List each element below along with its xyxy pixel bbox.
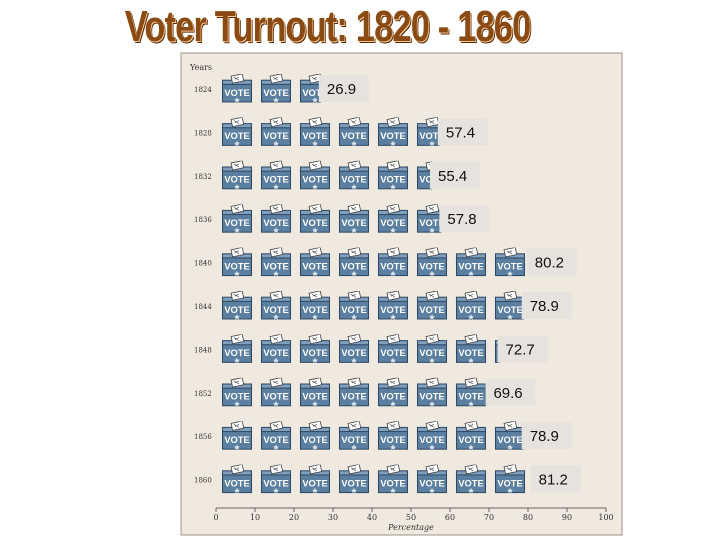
x-axis-title: Percentage bbox=[387, 523, 434, 532]
year-label: 1856 bbox=[194, 433, 212, 441]
value-label: 72.7 bbox=[506, 341, 535, 358]
x-tick-label: 30 bbox=[328, 513, 338, 522]
bar-1848: 1848 72.7 bbox=[194, 334, 548, 364]
bar-1860: 1860 81.2 bbox=[194, 464, 581, 494]
x-tick-label: 50 bbox=[406, 513, 416, 522]
x-tick-label: 40 bbox=[367, 513, 377, 522]
value-label-box bbox=[437, 118, 488, 146]
x-tick-label: 60 bbox=[445, 513, 455, 522]
x-tick-label: 10 bbox=[250, 513, 260, 522]
x-tick-label: 90 bbox=[562, 513, 572, 522]
year-label: 1832 bbox=[194, 173, 212, 181]
value-label: 80.2 bbox=[535, 255, 564, 272]
x-tick-label: 100 bbox=[598, 513, 613, 522]
value-label-box bbox=[430, 161, 481, 189]
bar-1844: 1844 78.9 bbox=[194, 291, 572, 320]
value-label-box bbox=[485, 378, 536, 406]
value-label-box bbox=[497, 335, 548, 363]
year-label: 1836 bbox=[194, 216, 212, 224]
x-tick-label: 80 bbox=[523, 513, 533, 522]
value-label-box bbox=[318, 75, 369, 102]
x-tick-label: 70 bbox=[484, 513, 494, 522]
x-tick-label: 20 bbox=[289, 513, 299, 522]
value-label-box bbox=[530, 465, 581, 493]
bar-1824: 1824 26.9 bbox=[194, 74, 369, 103]
bar-1828: 1828 57.4 bbox=[194, 117, 488, 147]
year-label: 1824 bbox=[194, 86, 212, 94]
value-label: 78.9 bbox=[530, 298, 559, 315]
value-label-box bbox=[521, 292, 572, 319]
bar-1836: 1836 57.8 bbox=[194, 204, 490, 234]
bar-1852: 1852 69.6 bbox=[194, 377, 536, 407]
year-label: 1860 bbox=[194, 477, 212, 485]
year-label: 1840 bbox=[194, 260, 212, 268]
value-label: 57.4 bbox=[446, 124, 475, 141]
y-axis-title: Years bbox=[189, 63, 212, 72]
value-label: 78.9 bbox=[530, 428, 559, 445]
value-label: 57.8 bbox=[447, 211, 476, 228]
value-label: 81.2 bbox=[539, 472, 568, 489]
value-label-box bbox=[439, 205, 490, 233]
year-label: 1844 bbox=[194, 303, 212, 311]
x-tick-label: 0 bbox=[213, 513, 218, 522]
bar-1840: 1840 80.2 bbox=[194, 247, 577, 277]
bar-1832: 1832 55.4 bbox=[194, 160, 481, 190]
value-label-box bbox=[521, 422, 572, 450]
bar-1856: 1856 78.9 bbox=[194, 421, 572, 451]
year-label: 1852 bbox=[194, 390, 212, 398]
year-label: 1848 bbox=[194, 346, 212, 354]
value-label: 26.9 bbox=[327, 81, 356, 98]
value-label: 55.4 bbox=[438, 168, 467, 185]
year-label: 1828 bbox=[194, 129, 212, 137]
value-label-box bbox=[526, 248, 577, 276]
chart-title: Voter Turnout: 1820 - 1860 bbox=[124, 2, 531, 51]
value-label: 69.6 bbox=[493, 385, 522, 402]
